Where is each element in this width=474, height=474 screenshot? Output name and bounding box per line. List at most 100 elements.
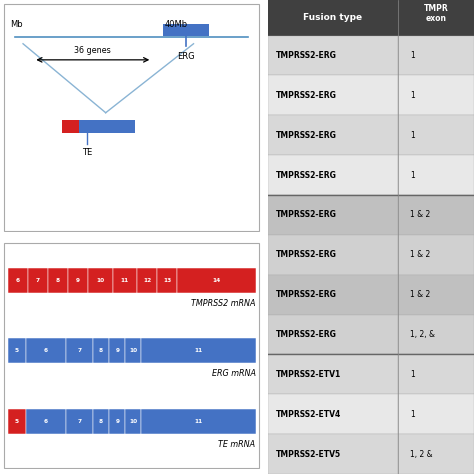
FancyBboxPatch shape [62,119,79,133]
FancyBboxPatch shape [141,338,255,364]
Text: 40Mb: 40Mb [165,20,188,29]
Text: TMPRSS2-ERG: TMPRSS2-ERG [276,290,337,299]
FancyBboxPatch shape [48,268,68,293]
FancyBboxPatch shape [141,409,255,434]
Text: TMPRSS2-ERG: TMPRSS2-ERG [276,91,337,100]
Text: 6: 6 [16,278,19,283]
FancyBboxPatch shape [398,235,474,275]
FancyBboxPatch shape [268,195,398,235]
FancyBboxPatch shape [8,268,27,293]
FancyBboxPatch shape [93,409,109,434]
FancyBboxPatch shape [398,275,474,315]
Text: 1: 1 [410,171,415,180]
Text: 13: 13 [163,278,172,283]
FancyBboxPatch shape [93,338,109,364]
Text: 14: 14 [212,278,220,283]
FancyBboxPatch shape [398,434,474,474]
FancyBboxPatch shape [268,0,398,36]
Text: 8: 8 [99,419,103,424]
Text: 7: 7 [77,419,82,424]
Text: TMPRSS2-ETV5: TMPRSS2-ETV5 [276,449,341,458]
FancyBboxPatch shape [27,268,48,293]
FancyBboxPatch shape [268,75,398,115]
FancyBboxPatch shape [163,24,209,36]
FancyBboxPatch shape [268,355,398,394]
Text: TMPRSS2-ERG: TMPRSS2-ERG [276,330,337,339]
Text: 12: 12 [143,278,151,283]
FancyBboxPatch shape [268,235,398,275]
Text: TMPRSS2-ETV4: TMPRSS2-ETV4 [276,410,341,419]
FancyBboxPatch shape [8,409,26,434]
Text: 5: 5 [15,348,19,354]
FancyBboxPatch shape [268,0,474,474]
FancyBboxPatch shape [177,268,255,293]
FancyBboxPatch shape [268,36,398,75]
Text: 9: 9 [115,348,119,354]
Text: Mb: Mb [10,20,23,29]
Text: 6: 6 [44,419,48,424]
Text: 9: 9 [115,419,119,424]
FancyBboxPatch shape [109,409,125,434]
Text: TMPRSS2-ETV1: TMPRSS2-ETV1 [276,370,341,379]
Text: 1 & 2: 1 & 2 [410,250,430,259]
Text: TE: TE [82,148,92,157]
Text: TMPRSS2 mRNA: TMPRSS2 mRNA [191,299,255,308]
Text: 11: 11 [194,348,202,354]
FancyBboxPatch shape [398,355,474,394]
FancyBboxPatch shape [268,315,398,355]
FancyBboxPatch shape [398,36,474,75]
FancyBboxPatch shape [398,195,474,235]
Text: TMPRSS2-ERG: TMPRSS2-ERG [276,131,337,140]
FancyBboxPatch shape [398,75,474,115]
FancyBboxPatch shape [125,409,141,434]
Text: 11: 11 [121,278,129,283]
FancyBboxPatch shape [125,338,141,364]
Text: 5: 5 [15,419,19,424]
FancyBboxPatch shape [398,394,474,434]
Text: 10: 10 [129,419,137,424]
Text: 1, 2 &: 1, 2 & [410,449,433,458]
Text: 1 & 2: 1 & 2 [410,290,430,299]
Text: 8: 8 [99,348,103,354]
FancyBboxPatch shape [4,243,259,468]
FancyBboxPatch shape [268,155,398,195]
FancyBboxPatch shape [8,338,26,364]
Text: ERG: ERG [177,52,195,61]
Text: 1: 1 [410,51,415,60]
Text: Fusion type: Fusion type [303,13,362,22]
FancyBboxPatch shape [268,115,398,155]
Text: 1: 1 [410,370,415,379]
FancyBboxPatch shape [88,268,112,293]
FancyBboxPatch shape [157,268,177,293]
FancyBboxPatch shape [398,0,474,36]
FancyBboxPatch shape [66,338,93,364]
Text: 36 genes: 36 genes [74,46,111,55]
FancyBboxPatch shape [112,268,137,293]
FancyBboxPatch shape [68,268,88,293]
FancyBboxPatch shape [268,434,398,474]
FancyBboxPatch shape [398,315,474,355]
Text: TMPRSS2-ERG: TMPRSS2-ERG [276,171,337,180]
Text: 10: 10 [96,278,104,283]
FancyBboxPatch shape [268,275,398,315]
Text: 1: 1 [410,410,415,419]
FancyBboxPatch shape [109,338,125,364]
Text: 1, 2, &: 1, 2, & [410,330,435,339]
Text: TMPRSS2-ERG: TMPRSS2-ERG [276,210,337,219]
Text: 6: 6 [44,348,48,354]
Text: 1: 1 [410,131,415,140]
FancyBboxPatch shape [4,3,259,231]
FancyBboxPatch shape [79,119,136,133]
FancyBboxPatch shape [26,409,66,434]
Text: 10: 10 [129,348,137,354]
FancyBboxPatch shape [26,338,66,364]
FancyBboxPatch shape [398,155,474,195]
Text: TE mRNA: TE mRNA [219,440,255,449]
Text: 8: 8 [56,278,60,283]
Text: 1 & 2: 1 & 2 [410,210,430,219]
FancyBboxPatch shape [137,268,157,293]
Text: 1: 1 [410,91,415,100]
Text: TMPRSS2-ERG: TMPRSS2-ERG [276,51,337,60]
FancyBboxPatch shape [268,394,398,434]
Text: TMPR
exon: TMPR exon [423,4,448,23]
